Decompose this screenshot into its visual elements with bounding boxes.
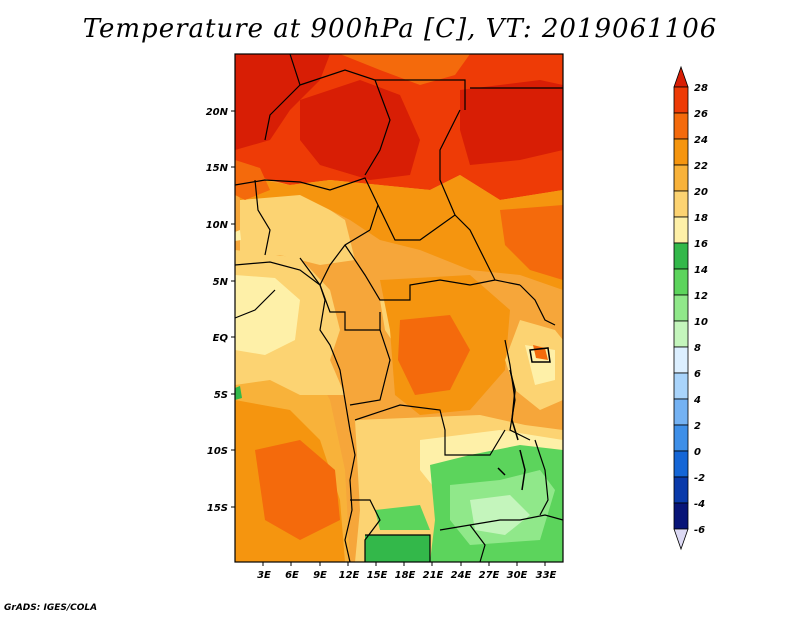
colorbar-label: 20	[694, 187, 708, 198]
lat-label-5n: 5N	[213, 277, 229, 288]
lon-label-33e: 33E	[536, 570, 557, 581]
colorbar-swatch	[673, 398, 689, 426]
colorbar-label: 24	[694, 135, 708, 146]
great-lakes	[497, 347, 551, 491]
colorbar-swatch	[673, 294, 689, 322]
lat-label-10n: 10N	[206, 220, 229, 231]
colorbar-label: 22	[694, 161, 708, 172]
lat-label-eq: EQ	[213, 333, 229, 344]
colorbar-label: 10	[694, 317, 708, 328]
lat-label-5s: 5S	[214, 390, 228, 401]
colorbar-label: 28	[694, 83, 708, 94]
lon-label-18e: 18E	[395, 570, 416, 581]
lon-label-3e: 3E	[257, 570, 271, 581]
lon-label-21e: 21E	[423, 570, 444, 581]
colorbar-swatch	[673, 372, 689, 400]
colorbar-label: 26	[694, 109, 708, 120]
colorbar-label: -2	[694, 473, 705, 484]
map-panel	[234, 53, 564, 563]
colorbar-label: -4	[694, 499, 705, 510]
colorbar-label: 2	[694, 421, 701, 432]
grads-credit: GrADS: IGES/COLA	[4, 603, 98, 613]
longitude-axis: 3E 6E 9E 12E 15E 18E 21E 24E 27E 30E 33E	[257, 562, 557, 581]
colorbar-label: 12	[694, 291, 708, 302]
colorbar-label: 6	[694, 369, 701, 380]
colorbar-swatch	[673, 112, 689, 140]
colorbar-swatch	[673, 268, 689, 296]
colorbar-swatch	[673, 450, 689, 478]
colorbar-swatch	[673, 320, 689, 348]
colorbar-swatch	[673, 138, 689, 166]
temperature-field	[235, 54, 563, 562]
lat-label-20n: 20N	[206, 107, 229, 118]
latitude-axis: 20N 15N 10N 5N EQ 5S 10S 15S	[206, 107, 235, 514]
colorbar-swatch	[673, 346, 689, 374]
colorbar-swatch	[673, 86, 689, 114]
map-frame	[234, 53, 564, 563]
colorbar-label: -6	[694, 525, 705, 536]
colorbar-bottom-arrow	[673, 528, 689, 551]
colorbar-label: 4	[693, 395, 701, 406]
lat-label-10s: 10S	[207, 446, 228, 457]
colorbar-label: 16	[694, 239, 708, 250]
lon-label-6e: 6E	[285, 570, 299, 581]
lon-label-30e: 30E	[507, 570, 528, 581]
lon-label-15e: 15E	[367, 570, 388, 581]
colorbar-label: 8	[694, 343, 701, 354]
colorbar-swatch	[673, 502, 689, 530]
chart-title: Temperature at 900hPa [C], VT: 201906110…	[82, 14, 718, 44]
colorbar-swatch	[673, 164, 689, 192]
lon-label-24e: 24E	[451, 570, 472, 581]
coastline	[234, 261, 356, 563]
lon-label-9e: 9E	[313, 570, 327, 581]
lon-label-27e: 27E	[479, 570, 500, 581]
colorbar-top-arrow	[673, 65, 689, 88]
lon-label-12e: 12E	[339, 570, 360, 581]
colorbar-swatch	[673, 476, 689, 504]
colorbar-swatch	[673, 190, 689, 218]
colorbar-label: 18	[694, 213, 708, 224]
colorbar-swatch	[673, 216, 689, 244]
colorbar-label: 14	[694, 265, 708, 276]
lat-label-15n: 15N	[206, 163, 229, 174]
lat-label-15s: 15S	[207, 503, 228, 514]
colorbar-swatch	[673, 424, 689, 452]
colorbar-label: 0	[694, 447, 701, 458]
colorbar-swatch	[673, 242, 689, 270]
